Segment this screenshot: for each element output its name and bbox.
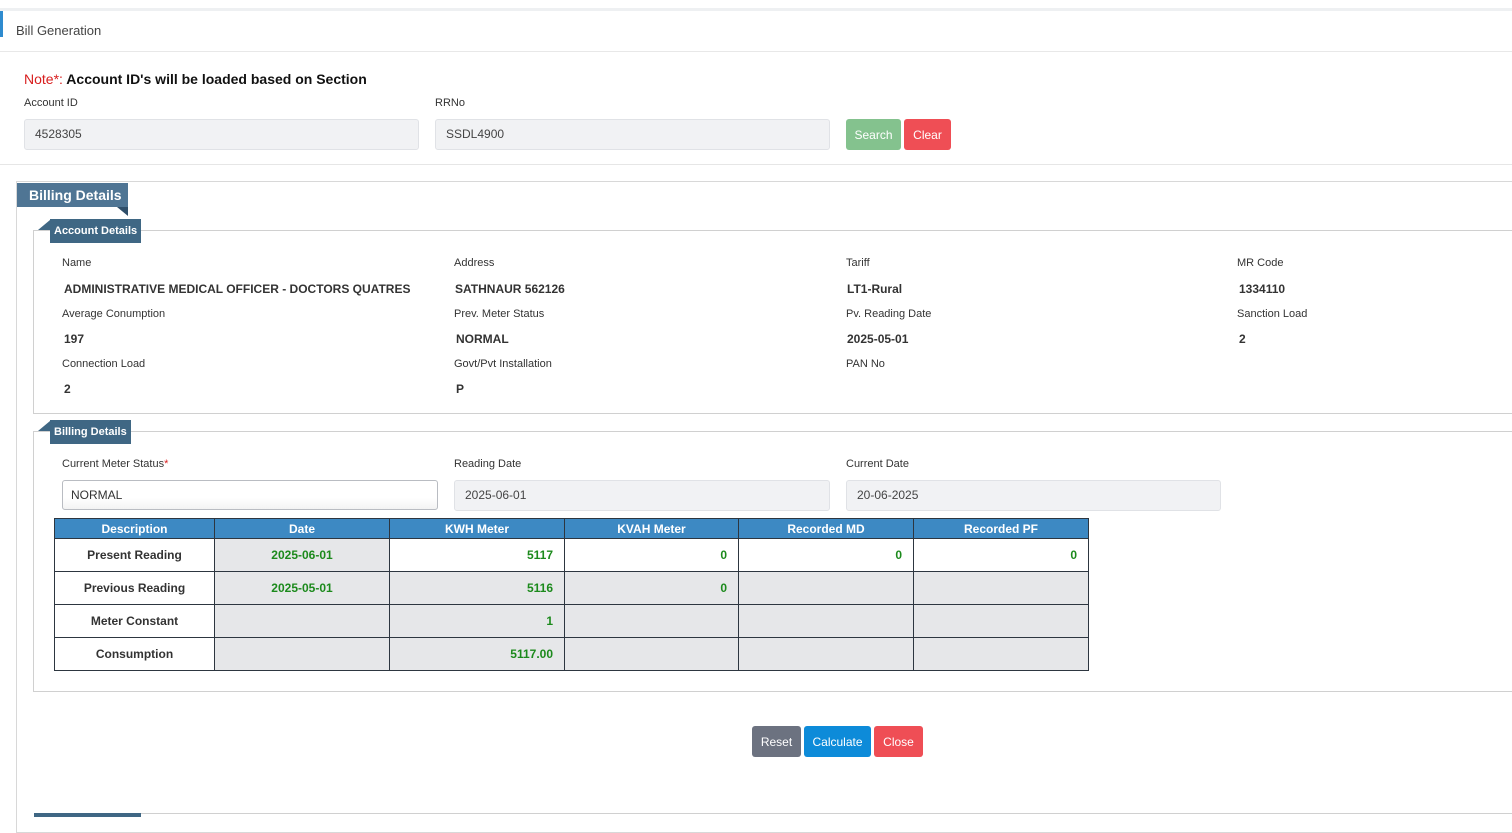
billing-details-legend-fold <box>38 421 50 431</box>
billing-details-legend: Billing Details <box>50 420 131 444</box>
present-date-cell: 2025-06-01 <box>214 538 390 572</box>
column-header: Description <box>54 518 215 539</box>
meter-constant-kwh-cell: 1 <box>389 604 565 638</box>
consumption-kwh-cell: 5117.00 <box>389 637 565 671</box>
present-md-input[interactable]: 0 <box>738 538 914 572</box>
header-accent-bar <box>0 11 3 37</box>
account-details-fieldset <box>33 230 1512 414</box>
row-description: Consumption <box>54 637 215 671</box>
reading-date-label: Reading Date <box>454 458 522 470</box>
note-text: Account ID's will be loaded based on Sec… <box>62 71 367 87</box>
table-row: Previous Reading 2025-05-01 5116 0 <box>54 571 1089 605</box>
page-header: Bill Generation <box>0 11 1512 52</box>
govt-pvt-installation-label: Govt/Pvt Installation <box>454 358 552 370</box>
table-row: Present Reading 2025-06-01 5117 0 0 0 <box>54 538 1089 572</box>
address-label: Address <box>454 257 495 269</box>
reset-button[interactable]: Reset <box>752 726 801 757</box>
reading-date-input[interactable]: 2025-06-01 <box>454 480 830 511</box>
sanction-load-label: Sanction Load <box>1237 308 1308 320</box>
account-details-legend: Account Details <box>50 219 142 243</box>
current-meter-status-label-text: Current Meter Status <box>62 458 165 470</box>
next-section-tab <box>34 813 141 817</box>
billing-details-fieldset <box>33 431 1512 692</box>
section-divider <box>0 164 1512 165</box>
connection-load-label: Connection Load <box>62 358 146 370</box>
name-label: Name <box>62 257 92 269</box>
sanction-load-value: 2 <box>1239 332 1246 346</box>
tariff-label: Tariff <box>846 257 870 269</box>
rrno-label: RRNo <box>435 97 465 109</box>
connection-load-value: 2 <box>64 382 71 396</box>
column-header: KVAH Meter <box>564 518 739 539</box>
meter-readings-table: Description Date KWH Meter KVAH Meter Re… <box>54 518 1089 671</box>
consumption-pf-cell <box>913 637 1089 671</box>
table-header-row: Description Date KWH Meter KVAH Meter Re… <box>54 518 1089 539</box>
pv-reading-date-value: 2025-05-01 <box>847 332 909 346</box>
table-row: Consumption 5117.00 <box>54 637 1089 671</box>
consumption-md-cell <box>738 637 914 671</box>
present-kvah-input[interactable]: 0 <box>564 538 739 572</box>
top-strip <box>0 0 1512 11</box>
tariff-value: LT1-Rural <box>847 282 903 296</box>
meter-constant-kvah-cell <box>564 604 739 638</box>
close-button[interactable]: Close <box>874 726 923 757</box>
section-note: Note*: Account ID's will be loaded based… <box>24 71 367 87</box>
page-title: Bill Generation <box>16 23 102 38</box>
previous-md-cell <box>738 571 914 605</box>
previous-pf-cell <box>913 571 1089 605</box>
billing-panel-tab-fold <box>117 207 128 216</box>
column-header: Recorded PF <box>913 518 1089 539</box>
search-button[interactable]: Search <box>846 119 901 150</box>
mr-code-value: 1334110 <box>1239 282 1286 296</box>
row-description: Present Reading <box>54 538 215 572</box>
consumption-kvah-cell <box>564 637 739 671</box>
present-pf-input[interactable]: 0 <box>913 538 1089 572</box>
meter-constant-date-cell <box>214 604 390 638</box>
name-value: ADMINISTRATIVE MEDICAL OFFICER - DOCTORS… <box>64 282 411 296</box>
table-row: Meter Constant 1 <box>54 604 1089 638</box>
meter-constant-pf-cell <box>913 604 1089 638</box>
account-id-label: Account ID <box>24 97 78 109</box>
previous-kwh-cell: 5116 <box>389 571 565 605</box>
column-header: KWH Meter <box>389 518 565 539</box>
address-value: SATHNAUR 562126 <box>455 282 565 296</box>
prev-meter-status-label: Prev. Meter Status <box>454 308 545 320</box>
column-header: Date <box>214 518 390 539</box>
average-consumption-label: Average Conumption <box>62 308 166 320</box>
calculate-button[interactable]: Calculate <box>804 726 871 757</box>
average-consumption-value: 197 <box>64 332 85 346</box>
current-date-input: 20-06-2025 <box>846 480 1221 511</box>
meter-constant-md-cell <box>738 604 914 638</box>
previous-date-cell: 2025-05-01 <box>214 571 390 605</box>
next-section-divider <box>34 813 1512 814</box>
rrno-input[interactable]: SSDL4900 <box>435 119 830 150</box>
prev-meter-status-value: NORMAL <box>456 332 509 346</box>
row-description: Previous Reading <box>54 571 215 605</box>
column-header: Recorded MD <box>738 518 914 539</box>
account-details-legend-fold <box>38 220 50 230</box>
consumption-date-cell <box>214 637 390 671</box>
current-date-label: Current Date <box>846 458 909 470</box>
pan-no-label: PAN No <box>846 358 885 370</box>
row-description: Meter Constant <box>54 604 215 638</box>
govt-pvt-installation-value: P <box>456 382 465 396</box>
current-meter-status-select[interactable]: NORMAL <box>62 480 438 510</box>
present-kwh-input[interactable]: 5117 <box>389 538 565 572</box>
required-mark: * <box>164 458 169 470</box>
note-prefix: Note*: <box>24 71 63 87</box>
pv-reading-date-label: Pv. Reading Date <box>846 308 932 320</box>
billing-panel-title: Billing Details <box>17 183 128 207</box>
account-id-input[interactable]: 4528305 <box>24 119 419 150</box>
previous-kvah-cell: 0 <box>564 571 739 605</box>
mr-code-label: MR Code <box>1237 257 1284 269</box>
current-meter-status-label: Current Meter Status* <box>62 458 168 470</box>
clear-button[interactable]: Clear <box>904 119 951 150</box>
